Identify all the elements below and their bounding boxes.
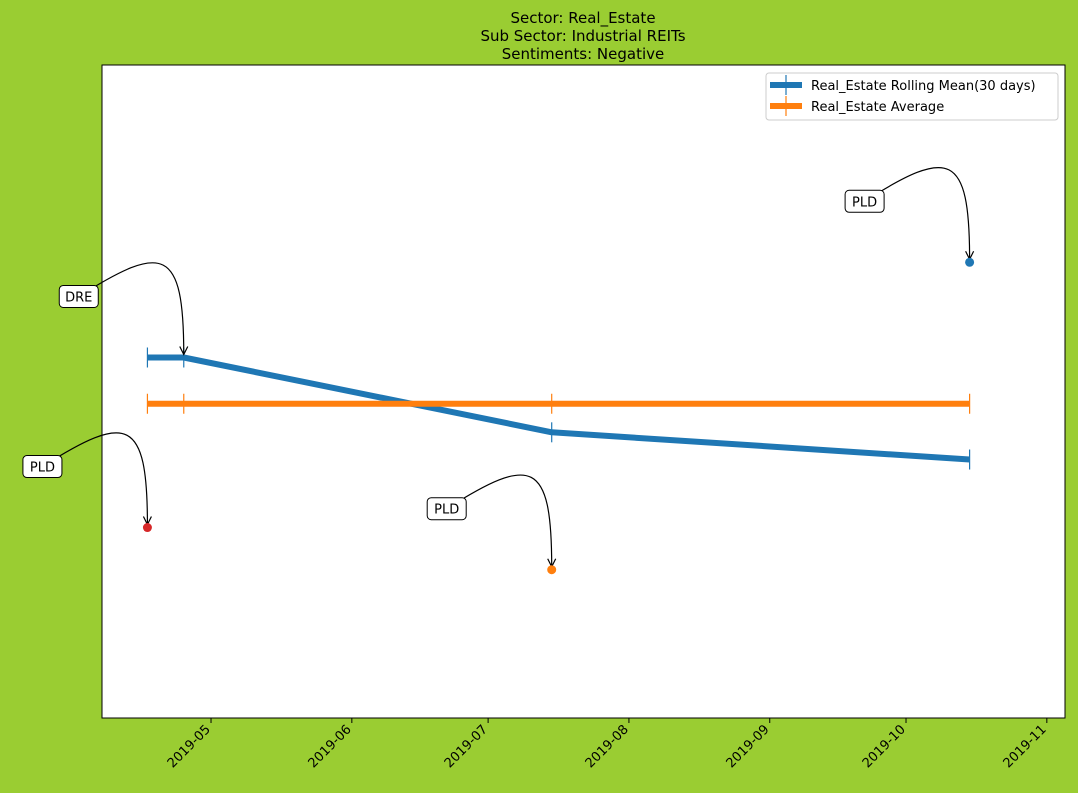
- annotation-box: [58, 284, 99, 308]
- annotation-label: PLD: [434, 503, 459, 518]
- annotation-label: PLD: [852, 195, 877, 210]
- annotation-label: PLD: [30, 461, 55, 476]
- annotation-arrow: [42, 432, 147, 525]
- legend: Real_Estate Rolling Mean(30 days) Real_Es…: [765, 72, 1059, 121]
- legend-label: Real_Estate Average: [811, 100, 944, 115]
- data-point: [965, 257, 975, 267]
- data-point: [142, 523, 152, 533]
- data-point: [547, 565, 557, 575]
- x-tick-label: 2019-05: [165, 722, 214, 771]
- x-tick-label: 2019-11: [1001, 722, 1050, 771]
- annotation-arrow: [864, 167, 970, 260]
- x-tick-label: 2019-08: [583, 722, 632, 771]
- x-tick-label: 2019-06: [306, 722, 355, 771]
- x-tick-label: 2019-10: [860, 722, 909, 771]
- annotation-label: DRE: [65, 290, 92, 305]
- annotation-box: [22, 455, 63, 479]
- annotated-points: PLD PLD PLD DRE: [22, 167, 975, 575]
- annotation-arrow: [78, 262, 184, 355]
- plot-area: [101, 64, 1066, 719]
- annotation-box: [426, 497, 467, 521]
- legend-label: Real_Estate Rolling Mean(30 days): [811, 79, 1036, 94]
- series-line: [147, 354, 970, 463]
- annotation-arrow: [446, 474, 552, 567]
- chart-title-line: Sentiments: Negative: [502, 45, 665, 63]
- legend-box: [765, 72, 1059, 121]
- x-tick-label: 2019-09: [724, 722, 773, 771]
- chart-title-line: Sector: Real_Estate: [510, 9, 655, 28]
- x-axis: 2019-05 2019-06 2019-07 2019-08 2019-09 2019-…: [165, 718, 1050, 771]
- annotation-box: [844, 189, 885, 213]
- x-tick-label: 2019-07: [442, 722, 491, 771]
- chart-title-line: Sub Sector: Industrial REITs: [480, 27, 685, 45]
